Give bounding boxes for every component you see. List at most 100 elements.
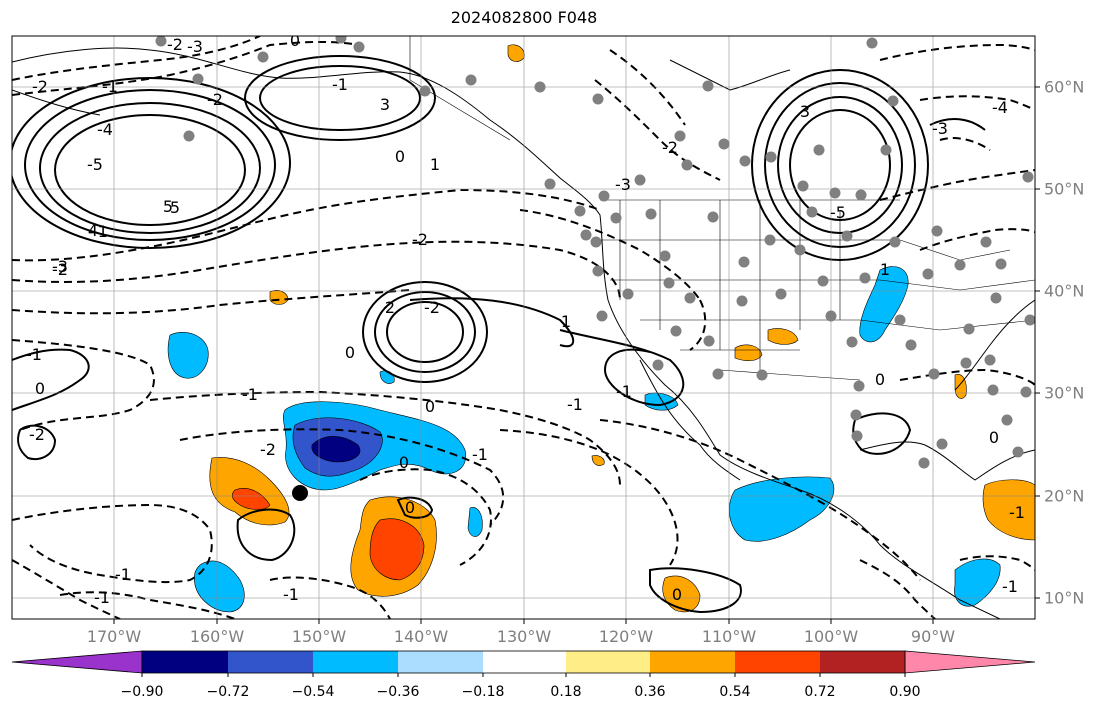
contour-label: -1 — [567, 395, 583, 414]
contour-label: 5 — [170, 198, 180, 217]
contour-label: -1 — [92, 222, 108, 241]
colorbar-extend-high — [904, 650, 1036, 674]
contour-label: -2 — [52, 260, 68, 279]
lon-label: 150°W — [291, 627, 347, 646]
shade-red-south — [369, 518, 425, 581]
colorbar-tick-label: 0.54 — [719, 684, 751, 700]
shade-blue-small1 — [467, 507, 483, 537]
lon-label: 140°W — [393, 627, 449, 646]
solid-contours — [12, 55, 986, 614]
shade-red-left — [231, 488, 271, 510]
colorbar-tick-label: 0.72 — [804, 684, 836, 700]
contour-label: -4 — [992, 98, 1008, 117]
colorbar — [11, 650, 1036, 677]
colorbar-tick-label: 0.90 — [889, 684, 921, 700]
colorbar-tick-label: −0.90 — [120, 684, 164, 700]
shade-blue-centam — [954, 558, 1001, 607]
dashed-contours — [12, 36, 1035, 619]
colorbar-frame — [141, 650, 906, 674]
lon-label: 110°W — [701, 627, 757, 646]
contour-labels: -2-3-2-1-2-4-554-330-10 1-2-22 -20-10 -10-1… — [26, 31, 1025, 607]
contour-label: -1 — [472, 445, 488, 464]
shade-orange-mexico — [734, 344, 763, 361]
contour-label: 4 — [88, 221, 98, 240]
lon-label: 160°W — [189, 627, 245, 646]
lat-label: 10°N — [1044, 588, 1085, 608]
contour-label: 3 — [800, 102, 810, 121]
map-title: 2024082800 F048 — [450, 8, 598, 27]
contour-label: -1 — [1002, 577, 1018, 596]
contour-label: -1 — [115, 565, 131, 584]
lon-ticks — [113, 619, 934, 624]
colorbar-tick-label: 0.36 — [634, 684, 666, 700]
contour-label: -1 — [1009, 503, 1025, 522]
colorbar-extend-low — [11, 650, 143, 674]
contour-label: 0 — [395, 147, 405, 166]
contour-label: -3 — [187, 37, 203, 56]
contour-label: -1 — [283, 585, 299, 604]
contour-label: 5 — [163, 197, 173, 216]
lat-label: 50°N — [1044, 179, 1085, 199]
contour-label: -1 — [332, 75, 348, 94]
contour-label: -5 — [830, 203, 846, 222]
colorbar-segment — [142, 651, 228, 673]
contour-label: 0 — [875, 370, 885, 389]
contour-label: -1 — [26, 345, 42, 364]
lat-label: 20°N — [1044, 486, 1085, 506]
colorbar-segment — [820, 651, 905, 673]
lon-label: 130°W — [496, 627, 552, 646]
station-markers — [155, 36, 1035, 469]
contour-label: -2 — [424, 298, 440, 317]
lon-label: 120°W — [598, 627, 654, 646]
colorbar-segment — [650, 651, 735, 673]
contour-label: -1 — [94, 588, 110, 607]
contour-label: 0 — [345, 343, 355, 362]
lat-label: 30°N — [1044, 383, 1085, 403]
shade-orange-small3 — [591, 455, 605, 466]
colorbar-segment — [228, 651, 313, 673]
shade-blue-gulf — [859, 266, 909, 343]
colorbar-tick-label: −0.54 — [291, 684, 335, 700]
shade-blue-west — [167, 331, 209, 379]
lon-label: 90°W — [910, 627, 956, 646]
contour-label: -4 — [97, 120, 113, 139]
contour-label: -2 — [662, 138, 678, 157]
colorbar-tick-label: −0.18 — [461, 684, 505, 700]
colorbar-segment — [566, 651, 650, 673]
colorbar-segment — [483, 651, 566, 673]
lat-ticks — [1035, 86, 1040, 599]
contour-label: -1 — [242, 385, 258, 404]
colorbar-tick-label: 0.18 — [550, 684, 582, 700]
lon-label: 170°W — [86, 627, 142, 646]
contour-label: -2 — [412, 230, 428, 249]
shaded-anomalies — [167, 44, 1035, 613]
contour-label: -2 — [260, 440, 276, 459]
contour-label: -2 — [167, 35, 183, 54]
contour-label: -2 — [32, 77, 48, 96]
lon-label: 100°W — [803, 627, 859, 646]
contour-label: 0 — [672, 585, 682, 604]
contour-label: -2 — [207, 90, 223, 109]
contour-label: 1 — [430, 155, 440, 174]
contour-label: 3 — [380, 95, 390, 114]
contour-label: -3 — [932, 119, 948, 138]
contour-label: 2 — [385, 298, 395, 317]
contour-label: 1 — [561, 312, 571, 331]
colorbar-segment — [735, 651, 820, 673]
contour-label: 0 — [425, 397, 435, 416]
colorbar-segment — [313, 651, 398, 673]
colorbar-segment — [398, 651, 483, 673]
colorbar-tick-label: −0.36 — [376, 684, 420, 700]
colorbar-tick-label: −0.72 — [206, 684, 250, 700]
shade-orange-tx — [767, 328, 799, 345]
contour-label: -1 — [616, 382, 632, 401]
graticule — [12, 36, 1035, 619]
shade-orange-pac-s — [662, 575, 701, 613]
storm-center-marker — [292, 485, 308, 501]
contour-label: -2 — [29, 425, 45, 444]
contour-label: 1 — [880, 260, 890, 279]
contour-label: -1 — [102, 77, 118, 96]
contour-label: 0 — [290, 31, 300, 50]
contour-label: 0 — [399, 453, 409, 472]
